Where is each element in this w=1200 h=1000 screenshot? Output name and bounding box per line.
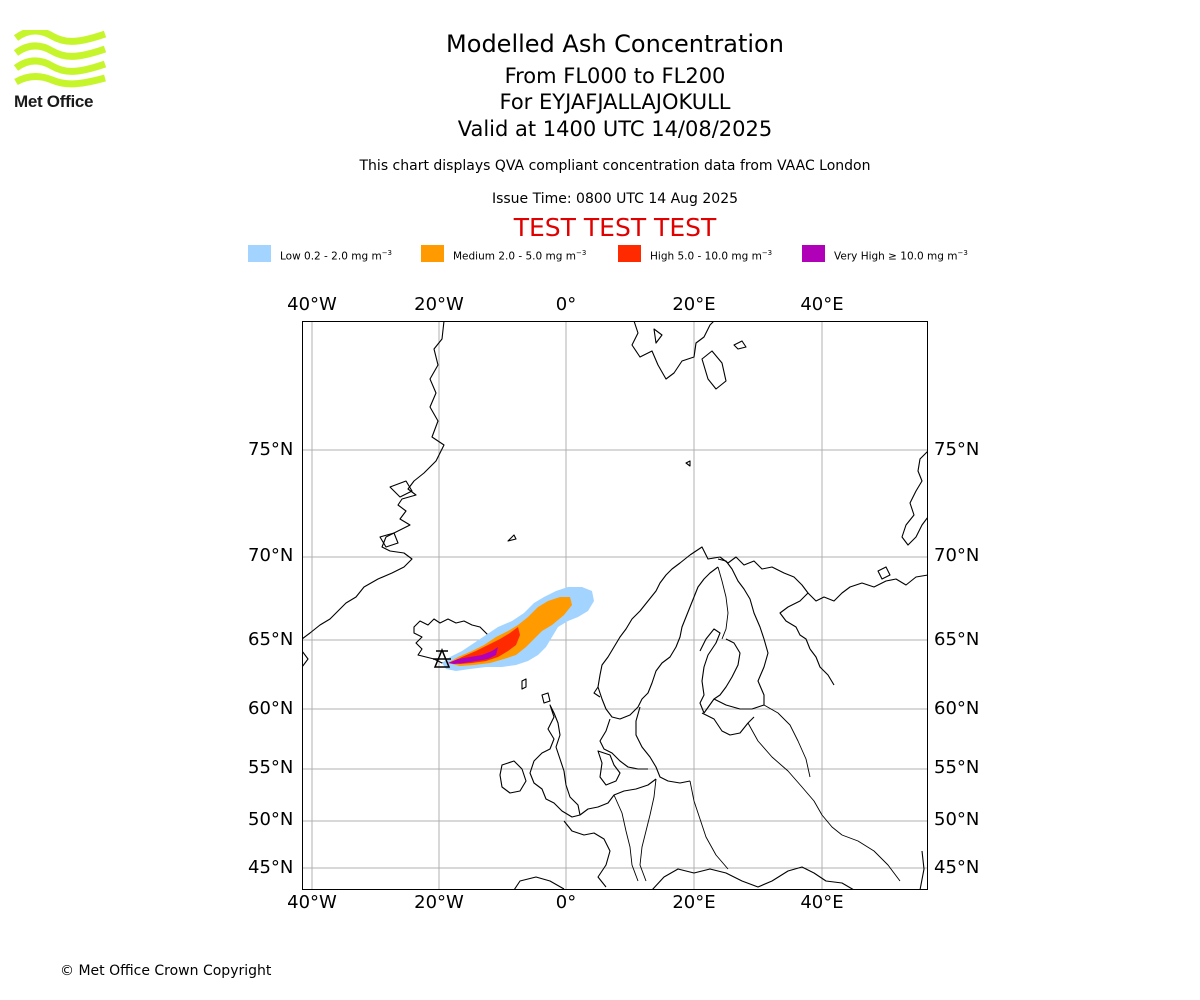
ash-medium-region [448,597,572,666]
legend-label-very-high: Very High ≥ 10.0 mg m−3 [834,249,968,263]
lon-label-top: 20°W [414,294,464,315]
title-line-4: Valid at 1400 UTC 14/08/2025 [457,117,773,141]
legend-swatch-medium [421,245,444,262]
met-office-logo: Met Office [13,27,114,112]
logo-text: Met Office [14,92,94,111]
met-office-waves-icon [13,27,107,88]
lat-label-left: 50°N [248,809,294,830]
lat-label-right: 50°N [934,809,980,830]
copyright-notice: © Met Office Crown Copyright [60,963,272,979]
title-line-1: Modelled Ash Concentration [446,30,784,58]
lat-label-left: 75°N [248,439,294,460]
title-line-3: For EYJAFJALLAJOKULL [499,90,731,114]
lat-label-left: 60°N [248,698,294,719]
lon-label-top: 0° [555,294,577,315]
issue-time: Issue Time: 0800 UTC 14 Aug 2025 [491,191,739,207]
ash-high-region [450,627,520,664]
map-area[interactable] [302,321,928,890]
test-banner: TEST TEST TEST [513,213,717,242]
lon-label-top: 20°E [672,294,716,315]
legend-swatch-very-high [802,245,825,262]
lat-label-right: 65°N [934,629,980,650]
lon-label-top: 40°E [800,294,844,315]
lon-label-bottom: 40°W [287,892,337,913]
lon-label-bottom: 40°E [800,892,844,913]
legend-label-low: Low 0.2 - 2.0 mg m−3 [280,249,393,263]
coastlines [302,321,928,890]
legend-swatch-high [618,245,641,262]
volcano-triangle-icon [433,648,451,668]
lat-label-right: 70°N [934,545,980,566]
lon-label-top: 40°W [287,294,337,315]
ash-very-high-region [448,647,498,664]
lat-label-left: 65°N [248,629,294,650]
lat-label-right: 55°N [934,757,980,778]
lon-label-bottom: 0° [555,892,577,913]
lat-label-left: 70°N [248,545,294,566]
lat-label-left: 45°N [248,857,294,878]
ash-plume [442,587,594,671]
lat-label-right: 60°N [934,698,980,719]
chart-subtitle: This chart displays QVA compliant concen… [359,158,871,174]
legend-swatch-low [248,245,271,262]
map-svg [302,321,928,890]
lat-label-right: 75°N [934,439,980,460]
lat-label-right: 45°N [934,857,980,878]
graticule [302,321,928,890]
lon-label-bottom: 20°E [672,892,716,913]
lat-label-left: 55°N [248,757,294,778]
title-line-2: From FL000 to FL200 [504,64,726,88]
legend-label-medium: Medium 2.0 - 5.0 mg m−3 [453,249,587,263]
legend-label-high: High 5.0 - 10.0 mg m−3 [650,249,773,263]
lon-label-bottom: 20°W [414,892,464,913]
